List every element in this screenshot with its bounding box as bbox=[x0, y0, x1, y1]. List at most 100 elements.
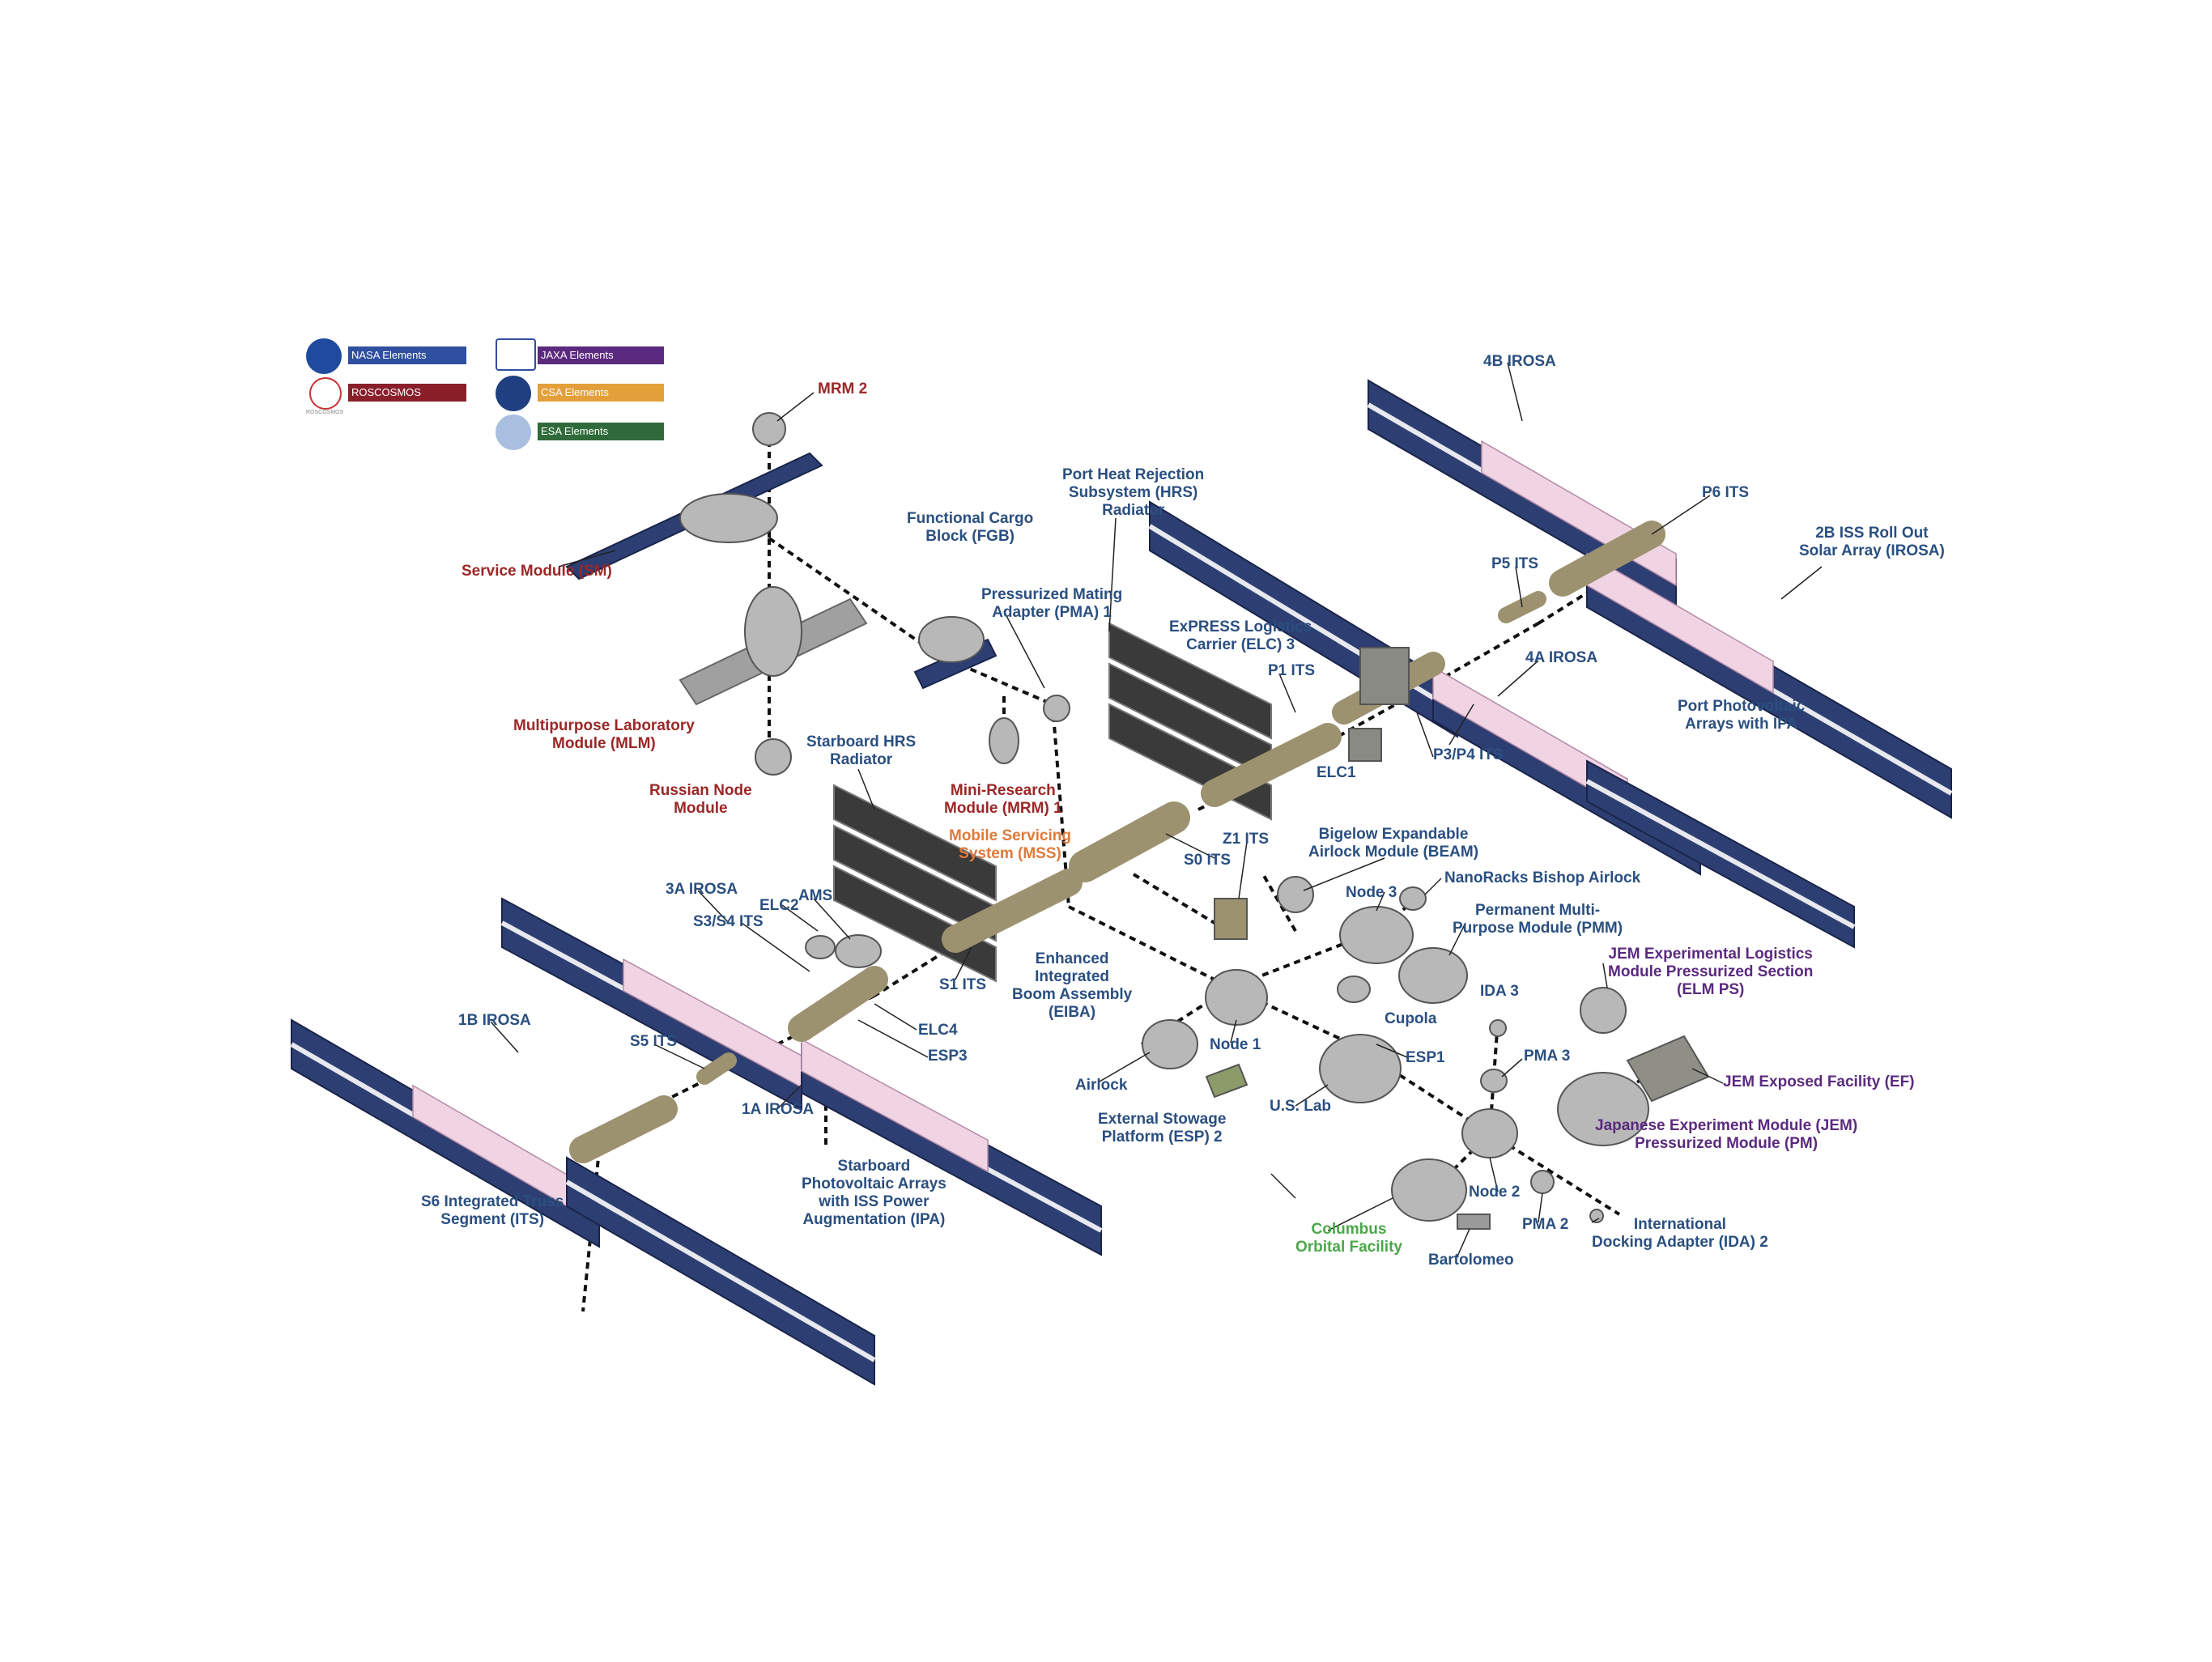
label-mrm1: Mini-Research Module (MRM) 1 bbox=[944, 782, 1062, 817]
leader-line-16 bbox=[1376, 891, 1385, 912]
elm-ps-module bbox=[1580, 987, 1627, 1034]
label-russian-node: Russian Node Module bbox=[649, 782, 752, 817]
legend-esa: ESA Elements bbox=[538, 423, 664, 440]
label-3a-irosa: 3A IROSA bbox=[666, 881, 738, 898]
ida3-module bbox=[1489, 1019, 1507, 1037]
label-pma2: PMA 2 bbox=[1522, 1216, 1569, 1233]
p1-truss bbox=[1201, 723, 1342, 807]
leader-line-29 bbox=[1376, 1044, 1408, 1058]
solar-arrays bbox=[290, 379, 1953, 1386]
elc2-carrier bbox=[805, 935, 836, 959]
label-eiba: Enhanced Integrated Boom Assembly (EIBA) bbox=[1012, 950, 1133, 1021]
connector-line-6 bbox=[1068, 905, 1231, 989]
leader-line-35 bbox=[1270, 1173, 1296, 1199]
esa-logo-icon bbox=[496, 414, 531, 450]
label-mss: Mobile Servicing System (MSS) bbox=[949, 827, 1071, 862]
connector-line-17 bbox=[1132, 873, 1216, 925]
leader-line-9 bbox=[1515, 566, 1523, 608]
mlm-module bbox=[744, 586, 802, 677]
node3-module bbox=[1339, 906, 1414, 964]
ams-module bbox=[835, 934, 882, 968]
leader-line-2 bbox=[1108, 517, 1117, 632]
leader-line-20 bbox=[741, 922, 810, 972]
service-module bbox=[679, 493, 778, 543]
label-4b-irosa: 4B IROSA bbox=[1483, 353, 1556, 370]
leader-line-19 bbox=[697, 890, 730, 924]
leader-line-24 bbox=[490, 1021, 519, 1053]
bartolomeo-platform bbox=[1457, 1214, 1491, 1230]
connector-line-3 bbox=[938, 654, 1053, 706]
elc3-carrier bbox=[1359, 647, 1410, 705]
label-z1-its: Z1 ITS bbox=[1223, 831, 1270, 848]
leader-line-15 bbox=[1303, 857, 1385, 891]
label-esp1: ESP1 bbox=[1406, 1049, 1445, 1066]
label-s1-its: S1 ITS bbox=[939, 976, 987, 993]
legend-jaxa: JAXA Elements bbox=[538, 346, 664, 364]
label-us-lab: U.S. Lab bbox=[1270, 1098, 1332, 1115]
label-airlock: Airlock bbox=[1075, 1077, 1128, 1094]
label-fgb: Functional Cargo Block (FGB) bbox=[907, 510, 1034, 545]
label-ams: AMS bbox=[798, 887, 833, 904]
fgb-module bbox=[918, 616, 985, 663]
leader-line-38 bbox=[1591, 1218, 1600, 1223]
leader-line-12 bbox=[857, 768, 875, 810]
label-stbd-pv: Starboard Photovoltaic Arrays with ISS P… bbox=[802, 1158, 946, 1228]
pmm-module bbox=[1398, 947, 1468, 1004]
label-s0-its: S0 ITS bbox=[1184, 852, 1231, 869]
leader-line-26 bbox=[874, 1003, 917, 1031]
esp2-platform bbox=[1205, 1063, 1249, 1099]
connector-line-1 bbox=[768, 537, 941, 657]
columbus-module bbox=[1391, 1158, 1467, 1222]
leader-line-10 bbox=[1497, 660, 1539, 697]
pma1-module bbox=[1043, 695, 1070, 722]
leader-line-37 bbox=[1538, 1192, 1543, 1223]
label-s6-its: S6 Integrated Truss Segment (ITS) bbox=[421, 1193, 564, 1228]
label-beam: Bigelow Expandable Airlock Module (BEAM) bbox=[1308, 826, 1479, 861]
leader-line-13 bbox=[1165, 833, 1215, 859]
label-elc3: ExPRESS Logistics Carrier (ELC) 3 bbox=[1169, 618, 1312, 653]
s6-truss bbox=[569, 1095, 678, 1163]
leader-line-34 bbox=[1295, 1084, 1329, 1107]
node1-module bbox=[1205, 969, 1268, 1026]
label-elc2: ELC2 bbox=[759, 897, 799, 914]
beam-module bbox=[1277, 876, 1314, 913]
leader-line-1 bbox=[558, 550, 616, 567]
leader-line-30 bbox=[1501, 1058, 1523, 1078]
legend-nasa: NASA Elements bbox=[348, 346, 466, 364]
elc1-carrier bbox=[1348, 728, 1382, 762]
z1-truss bbox=[1214, 898, 1248, 940]
label-pmm: Permanent Multi- Purpose Module (PMM) bbox=[1453, 902, 1623, 937]
jaxa-logo-icon bbox=[496, 338, 536, 371]
roscosmos-logo-icon bbox=[309, 377, 342, 410]
connector-line-21 bbox=[1537, 581, 1605, 625]
label-1a-irosa: 1A IROSA bbox=[742, 1101, 815, 1118]
node2-module bbox=[1461, 1108, 1518, 1158]
leader-line-33 bbox=[1099, 1052, 1151, 1082]
leader-line-23 bbox=[955, 946, 972, 980]
label-stbd-hrs: Starboard HRS Radiator bbox=[806, 733, 917, 768]
leader-line-3 bbox=[1003, 610, 1045, 689]
label-p6-its: P6 ITS bbox=[1702, 484, 1750, 501]
p6-truss bbox=[1549, 521, 1665, 597]
leader-line-21 bbox=[781, 904, 819, 932]
label-node3: Node 3 bbox=[1346, 884, 1397, 901]
label-ida2: International Docking Adapter (IDA) 2 bbox=[1592, 1216, 1768, 1251]
leader-line-6 bbox=[1507, 362, 1523, 422]
us-lab-module bbox=[1319, 1034, 1402, 1103]
airlock-module bbox=[1142, 1019, 1198, 1069]
label-s5-its: S5 ITS bbox=[630, 1033, 678, 1050]
label-pma3: PMA 3 bbox=[1524, 1048, 1571, 1065]
label-p5-its: P5 ITS bbox=[1491, 555, 1539, 572]
pma2-module bbox=[1530, 1170, 1555, 1194]
leader-line-8 bbox=[1780, 566, 1823, 600]
label-p1-its: P1 ITS bbox=[1268, 662, 1316, 679]
truss-segments bbox=[569, 521, 1665, 1163]
legend-csa: CSA Elements bbox=[538, 384, 664, 402]
jem-pm-module bbox=[1557, 1072, 1649, 1146]
label-port-pv: Port Photovoltaic Arrays with IPA bbox=[1678, 698, 1806, 733]
label-2b-irosa: 2B ISS Roll Out Solar Array (IROSA) bbox=[1799, 525, 1945, 559]
leader-line-4 bbox=[1278, 673, 1296, 713]
leader-line-27 bbox=[857, 1019, 929, 1058]
label-jem-ef: JEM Exposed Facility (EF) bbox=[1723, 1073, 1915, 1090]
leader-line-17 bbox=[1424, 878, 1442, 895]
